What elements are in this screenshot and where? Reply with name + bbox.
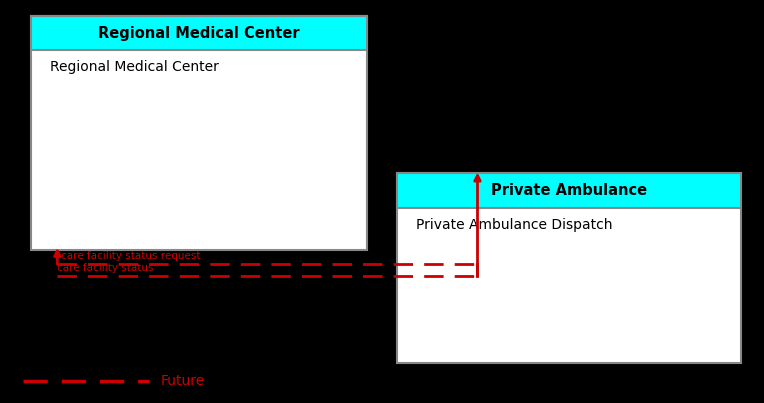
Bar: [397, 173, 741, 208]
Text: Regional Medical Center: Regional Medical Center: [98, 26, 299, 41]
Text: care facility status request: care facility status request: [61, 251, 201, 261]
Bar: [397, 173, 741, 363]
Bar: [31, 16, 367, 50]
Text: Regional Medical Center: Regional Medical Center: [50, 60, 219, 75]
Text: Future: Future: [160, 374, 205, 388]
Text: Private Ambulance: Private Ambulance: [491, 183, 647, 198]
Text: care facility status: care facility status: [57, 263, 154, 273]
Text: Private Ambulance Dispatch: Private Ambulance Dispatch: [416, 218, 613, 232]
Bar: [31, 16, 367, 250]
